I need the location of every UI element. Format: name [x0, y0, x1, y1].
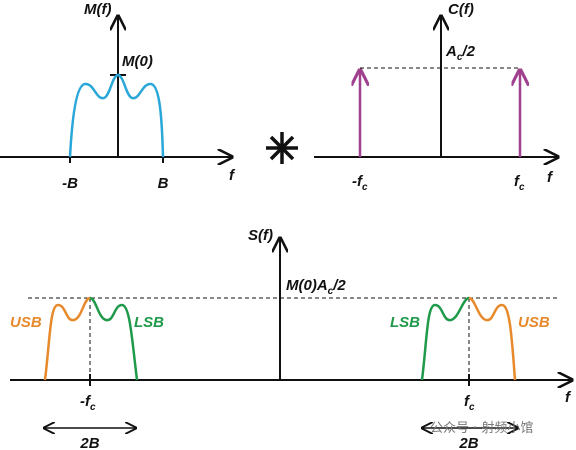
- subscript: c: [457, 52, 463, 63]
- text: M(0)A: [286, 277, 328, 294]
- band-label: LSB: [134, 314, 164, 331]
- text: -f: [352, 173, 364, 190]
- x-tick-label: -B: [62, 175, 78, 192]
- subscript: c: [362, 182, 368, 193]
- level-label: Ac/2: [445, 43, 476, 63]
- band-label: USB: [10, 314, 42, 331]
- message-spectrum: M(f) M(0) -B B f: [0, 1, 236, 192]
- lsb-curve: [89, 296, 139, 381]
- text: -f: [80, 393, 92, 410]
- usb-curve: [468, 296, 517, 381]
- lsb-curve: [420, 296, 470, 381]
- width-label: 2B: [458, 435, 478, 450]
- watermark: 公众号 · 射频小馆: [430, 420, 533, 436]
- text: /2: [332, 277, 346, 294]
- subscript: c: [519, 182, 525, 193]
- x-label: f: [547, 169, 554, 186]
- modulated-spectrum: S(f) M(0)Ac/2 USB LSB LSB USB -fc fc f 2…: [10, 227, 572, 450]
- x-tick-label: fc: [464, 393, 475, 413]
- convolution-symbol: [266, 132, 298, 164]
- x-tick-label: fc: [514, 173, 525, 193]
- band-label: LSB: [390, 314, 420, 331]
- y-label: M(f): [84, 1, 111, 18]
- subscript: c: [328, 286, 334, 297]
- x-label: f: [229, 167, 236, 184]
- text: A: [445, 43, 457, 60]
- x-tick-label: B: [158, 175, 169, 192]
- carrier-spectrum: C(f) Ac/2 -fc fc f: [314, 1, 558, 193]
- usb-curve: [43, 296, 91, 381]
- x-tick-label: -fc: [80, 393, 96, 413]
- level-label: M(0)Ac/2: [286, 277, 346, 297]
- band-label: USB: [518, 314, 550, 331]
- y-label: C(f): [448, 1, 474, 18]
- text: f: [514, 173, 521, 190]
- x-tick-label: -fc: [352, 173, 368, 193]
- text: f: [464, 393, 471, 410]
- subscript: c: [90, 402, 96, 413]
- y-label: S(f): [248, 227, 273, 244]
- width-label: 2B: [79, 435, 99, 450]
- x-label: f: [565, 389, 572, 406]
- peak-label: M(0): [122, 53, 153, 70]
- curve: [68, 73, 165, 158]
- subscript: c: [469, 402, 475, 413]
- text: /2: [461, 43, 475, 60]
